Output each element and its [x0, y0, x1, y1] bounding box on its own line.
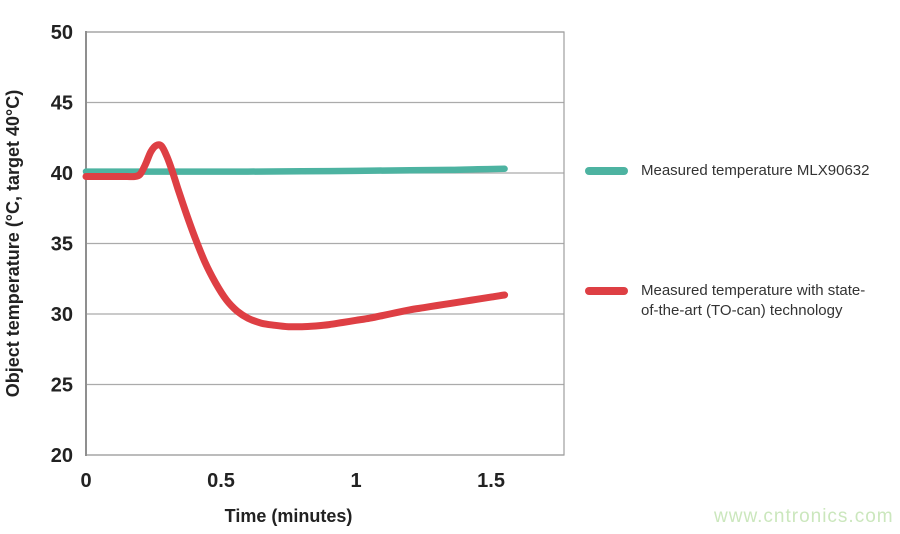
legend-item-mlx90632: Measured temperature MLX90632 [585, 161, 893, 181]
watermark: www.cntronics.com [714, 506, 894, 527]
x-tick-label: 0.5 [207, 470, 235, 492]
y-axis-title: Object temperature (°C, target 40°C) [3, 89, 23, 398]
legend-label-line: Measured temperature with state- [641, 282, 866, 299]
x-tick-label: 1.5 [477, 470, 505, 492]
legend-item-to-can: Measured temperature with state- of-the-… [585, 281, 893, 321]
legend-label-mlx90632: Measured temperature MLX90632 [641, 161, 893, 181]
legend-swatch-red-icon [585, 287, 628, 295]
y-tick-label: 20 [51, 445, 73, 467]
y-tick-label: 30 [51, 304, 73, 326]
y-tick-label: 45 [51, 93, 73, 115]
legend-label-line: Measured temperature MLX90632 [641, 162, 870, 179]
y-tick-label: 50 [51, 22, 73, 44]
y-tick-label: 40 [51, 163, 73, 185]
x-axis-title: Time (minutes) [224, 506, 353, 526]
legend-label-line: of-the-art (TO-can) technology [641, 302, 843, 319]
x-tick-label: 0 [80, 470, 91, 492]
y-tick-label: 25 [51, 375, 73, 397]
legend-swatch-teal-icon [585, 167, 628, 175]
y-tick-label: 35 [51, 234, 73, 256]
series-line-mlx90632 [82, 165, 508, 175]
x-tick-label: 1 [350, 470, 361, 492]
legend-label-to-can: Measured temperature with state- of-the-… [641, 281, 893, 321]
series-line-to-can [82, 141, 509, 331]
